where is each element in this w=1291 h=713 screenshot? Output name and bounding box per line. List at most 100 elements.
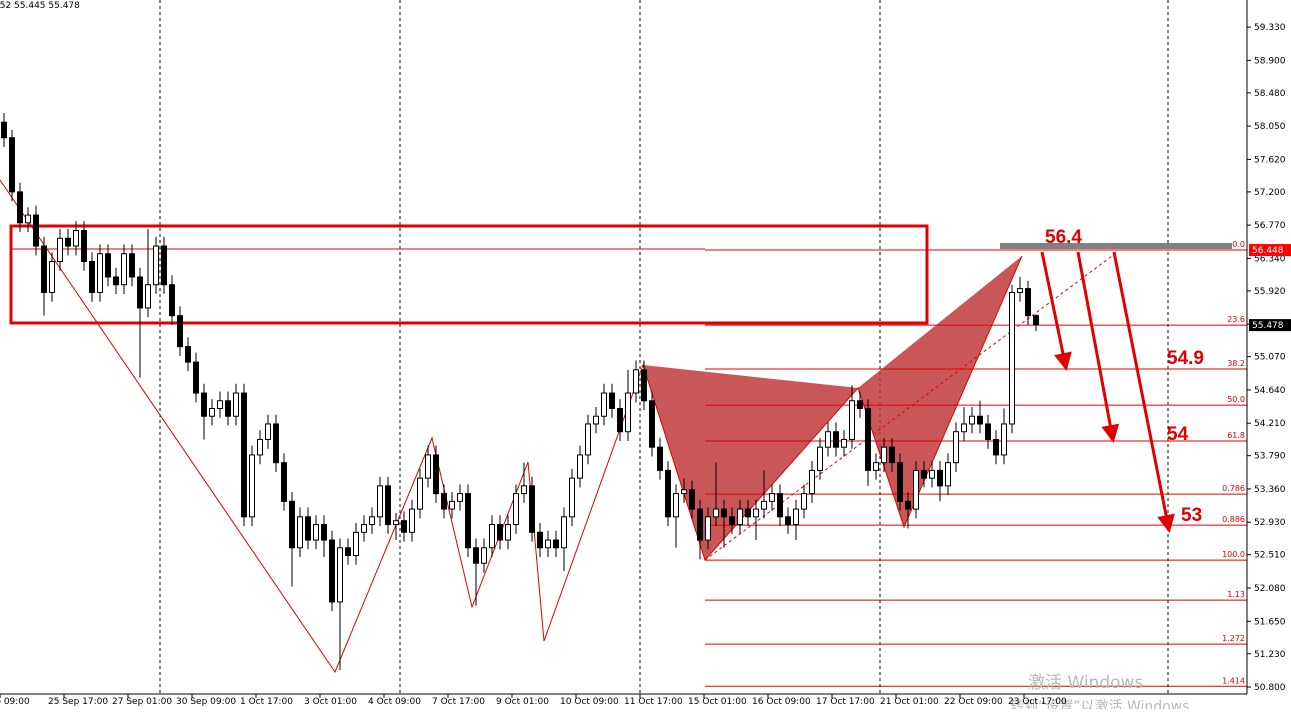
candle-body: [865, 408, 871, 471]
candle-body: [641, 369, 647, 402]
fib-label: 0.0: [1232, 240, 1245, 249]
x-tick-label: 1 Oct 17:00: [240, 697, 293, 707]
target-bar: [1000, 243, 1232, 249]
y-tick-label: 55.070: [1254, 353, 1286, 363]
candle-body: [969, 415, 975, 425]
candle-body: [585, 423, 591, 456]
candle-body: [353, 531, 359, 557]
candle-body: [985, 423, 991, 440]
arrow: [1076, 251, 1120, 443]
candle-body: [297, 516, 303, 549]
candle-body: [505, 524, 511, 541]
candle-body: [561, 516, 567, 549]
header-text: 552 55.445 55.478: [0, 1, 80, 11]
fib-label: 100.0: [1222, 550, 1245, 559]
x-tick-label: 4 Oct 09:00: [368, 697, 421, 707]
candle-body: [793, 508, 799, 526]
candle-body: [705, 516, 711, 541]
candle-body: [745, 508, 751, 518]
candle-body: [345, 547, 351, 557]
candle-body: [753, 508, 759, 518]
candle-body: [209, 408, 215, 417]
fibonacci: 0.0 23.6 38.2 50.0 61.8 0.786 0.886 100.0 1.13 1.…: [705, 240, 1247, 687]
candle-body: [289, 500, 295, 549]
x-tick-label: 10 Oct 09:00: [560, 697, 619, 707]
candles: [1, 112, 1039, 671]
candle-body: [977, 415, 983, 425]
candle-body: [273, 423, 279, 464]
candle-body: [857, 400, 863, 410]
fib-label: 61.8: [1227, 431, 1245, 440]
candle-body: [721, 508, 727, 518]
candle-body: [265, 423, 271, 440]
candle-body: [729, 516, 735, 526]
y-tick-label: 51.650: [1254, 617, 1286, 627]
candle-body: [409, 508, 415, 533]
candle-body: [921, 469, 927, 479]
x-tick-label: Sep 09:00: [0, 697, 30, 707]
fib-label: 50.0: [1227, 395, 1245, 404]
y-tick-label: 59.330: [1254, 23, 1286, 33]
candle-body: [593, 415, 599, 425]
candle-body: [305, 516, 311, 541]
candle-body: [569, 477, 575, 518]
candle-body: [441, 493, 447, 510]
candle-body: [9, 137, 15, 193]
candle-body: [521, 485, 527, 495]
candle-body: [249, 454, 255, 518]
candle-body: [225, 400, 231, 417]
fib-label: 0.886: [1222, 515, 1245, 524]
x-tick-label: 22 Oct 09:00: [944, 697, 1003, 707]
candle-body: [449, 500, 455, 510]
candle-body: [673, 493, 679, 518]
x-tick-label: 16 Oct 09:00: [752, 697, 811, 707]
candle-body: [841, 438, 847, 448]
candle-body: [913, 469, 919, 510]
candle-body: [313, 524, 319, 541]
y-tick-label: 56.340: [1254, 254, 1286, 264]
candle-body: [145, 284, 151, 309]
pattern-triangle: [643, 365, 858, 560]
candle-body: [777, 493, 783, 518]
candle-body: [785, 516, 791, 526]
candle-body: [889, 446, 895, 464]
annotation: 54.9: [1167, 348, 1204, 369]
candle-body: [1025, 288, 1031, 317]
fib-label: 38.2: [1227, 359, 1245, 368]
candle-body: [905, 500, 911, 510]
candle-body: [761, 500, 767, 510]
x-tick-label: 30 Sep 09:00: [176, 697, 236, 707]
candle-body: [617, 408, 623, 433]
candle-body: [201, 392, 207, 417]
candle-body: [649, 400, 655, 448]
candle-body: [817, 446, 823, 471]
candle-body: [881, 446, 887, 464]
candle-body: [393, 520, 399, 526]
candle-body: [481, 547, 487, 564]
x-tick-label: 25 Sep 17:00: [48, 697, 108, 707]
candle-body: [513, 493, 519, 526]
candle-body: [377, 485, 383, 518]
y-tick-label: 54.640: [1254, 386, 1286, 396]
candle-body: [257, 438, 263, 456]
candle-body: [961, 423, 967, 433]
candle-body: [153, 245, 159, 286]
arrow: [1040, 251, 1072, 371]
y-tick-label: 58.900: [1254, 56, 1286, 66]
x-tick-label: 21 Oct 01:00: [880, 697, 939, 707]
candle-body: [665, 469, 671, 518]
candle-body: [233, 392, 239, 417]
candle-body: [361, 524, 367, 533]
candle-body: [849, 400, 855, 440]
candle-body: [713, 508, 719, 518]
candle-body: [193, 361, 199, 394]
candle-body: [545, 539, 551, 549]
candle-body: [465, 493, 471, 549]
y-tick-label: 54.210: [1254, 419, 1286, 429]
candle-body: [657, 446, 663, 471]
candle-body: [497, 524, 503, 541]
candle-body: [1001, 423, 1007, 456]
candle-body: [993, 438, 999, 456]
resistance-zone: [9, 224, 929, 325]
fib-label: 1.13: [1227, 590, 1245, 599]
